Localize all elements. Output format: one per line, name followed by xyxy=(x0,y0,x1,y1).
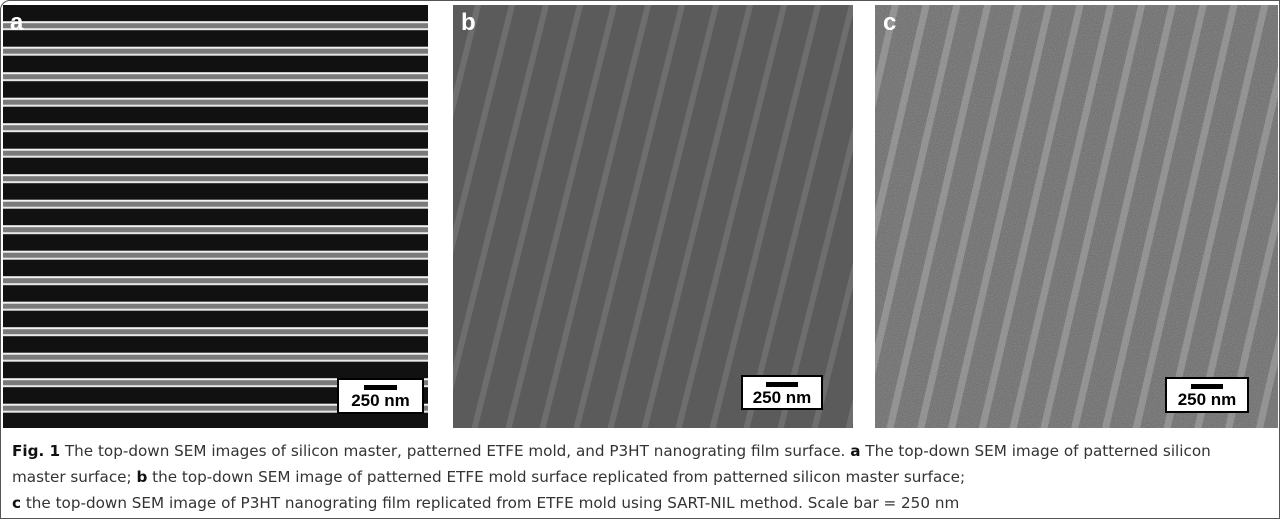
scale-label: 250 nm xyxy=(351,391,410,410)
caption-part-label: c xyxy=(12,494,22,512)
panel-label: b xyxy=(461,9,476,36)
sem-image xyxy=(453,5,853,428)
scale-bar xyxy=(1191,384,1223,389)
caption-part-label: a xyxy=(850,442,861,460)
scale-box xyxy=(337,378,424,414)
sem-image xyxy=(3,5,428,428)
scale-box xyxy=(1165,377,1249,413)
scale-bar xyxy=(766,382,798,387)
sem-noise xyxy=(875,5,1278,428)
panel-label: c xyxy=(883,9,896,36)
caption-part-text: the top-down SEM image of patterned ETFE… xyxy=(152,468,966,486)
caption-part-text: the top-down SEM image of P3HT nanograti… xyxy=(25,494,960,512)
scale-box xyxy=(741,375,823,410)
scale-label: 250 nm xyxy=(753,388,812,407)
caption-text: The top-down SEM images of silicon maste… xyxy=(64,442,846,460)
scale-label: 250 nm xyxy=(1178,390,1237,409)
caption-label: Fig. 1 xyxy=(12,442,61,460)
scale-bar xyxy=(364,385,397,390)
caption-part-label: b xyxy=(136,468,148,486)
figure-caption: Fig. 1 The top-down SEM images of silico… xyxy=(12,438,1267,516)
panel-c: c 250 nm xyxy=(875,5,1278,428)
caption-part-text: The top-down SEM image of patterned sili… xyxy=(12,442,1211,486)
panel-b: b 250 nm xyxy=(453,5,853,428)
figure-images: a 250 nm b 250 nm c 250 nm xyxy=(3,5,1278,428)
panel-label: a xyxy=(10,9,24,36)
panel-a: a 250 nm xyxy=(3,5,428,428)
